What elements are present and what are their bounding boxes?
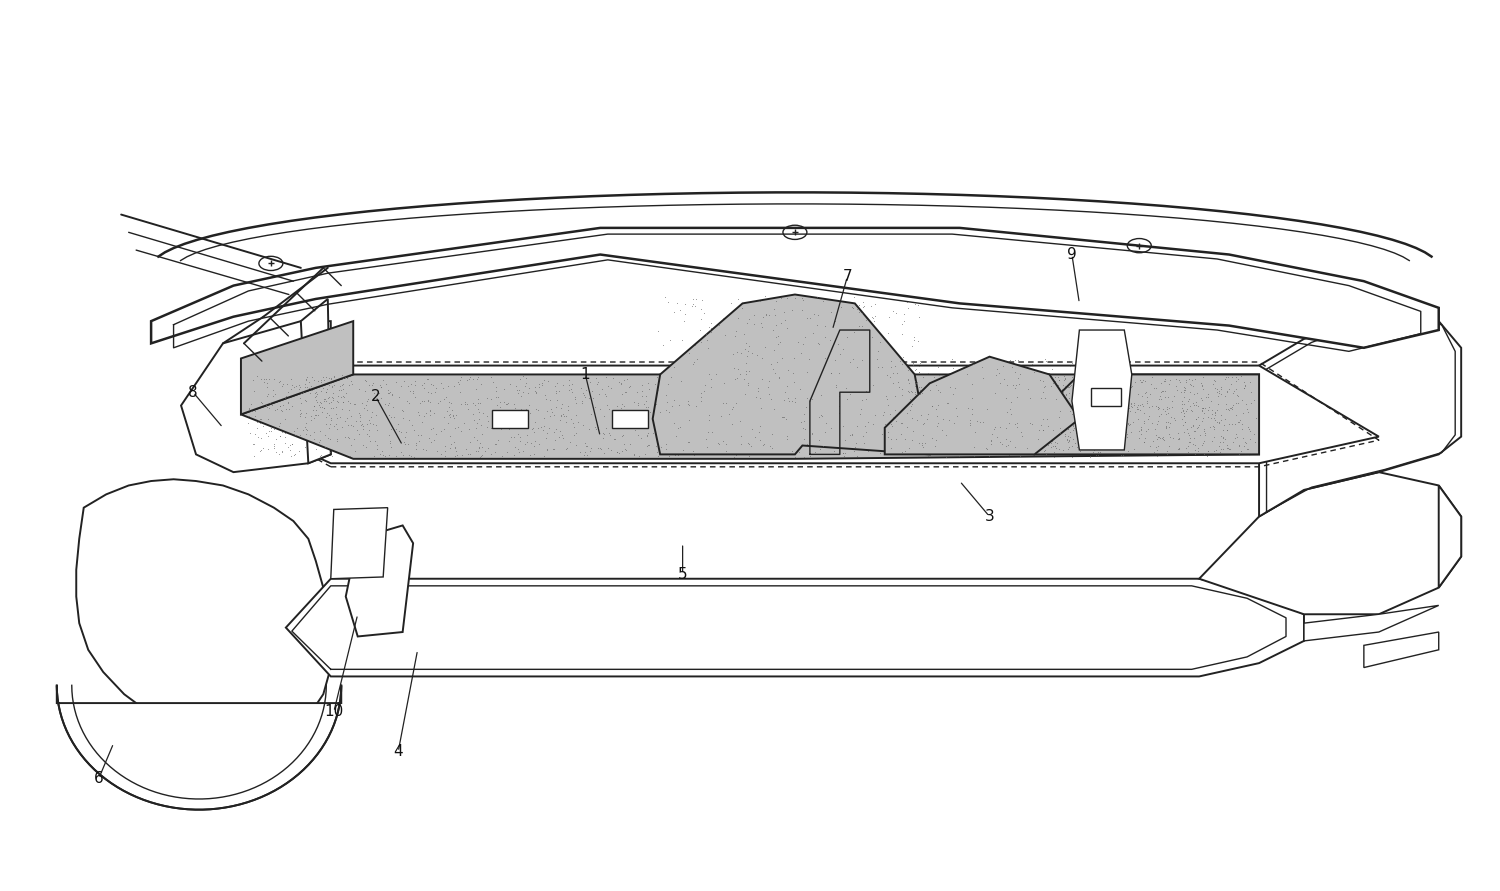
Bar xyxy=(492,410,528,428)
Text: 10: 10 xyxy=(324,705,344,719)
Polygon shape xyxy=(1304,605,1438,641)
Text: 3: 3 xyxy=(984,509,994,524)
Polygon shape xyxy=(1035,374,1258,454)
Polygon shape xyxy=(1258,312,1461,517)
Polygon shape xyxy=(76,479,332,758)
Text: 6: 6 xyxy=(94,771,104,786)
Polygon shape xyxy=(242,374,1258,459)
Polygon shape xyxy=(1364,632,1438,667)
Polygon shape xyxy=(302,299,332,463)
Polygon shape xyxy=(332,508,387,579)
Text: 9: 9 xyxy=(1066,247,1077,262)
Polygon shape xyxy=(286,579,1304,676)
Bar xyxy=(1092,388,1122,405)
Text: 8: 8 xyxy=(188,385,198,400)
Polygon shape xyxy=(152,228,1438,347)
Polygon shape xyxy=(1438,486,1461,588)
Polygon shape xyxy=(57,685,342,810)
Polygon shape xyxy=(224,365,1378,463)
Text: 7: 7 xyxy=(843,269,852,284)
Text: 4: 4 xyxy=(393,745,404,759)
Polygon shape xyxy=(242,321,352,414)
Bar xyxy=(612,410,648,428)
Text: 5: 5 xyxy=(678,567,687,582)
Polygon shape xyxy=(885,356,1080,454)
Text: 2: 2 xyxy=(370,389,381,405)
Polygon shape xyxy=(652,295,930,454)
Polygon shape xyxy=(1072,330,1132,450)
Polygon shape xyxy=(346,526,412,636)
Polygon shape xyxy=(1198,472,1461,614)
Polygon shape xyxy=(182,321,332,472)
Text: 1: 1 xyxy=(580,367,590,382)
